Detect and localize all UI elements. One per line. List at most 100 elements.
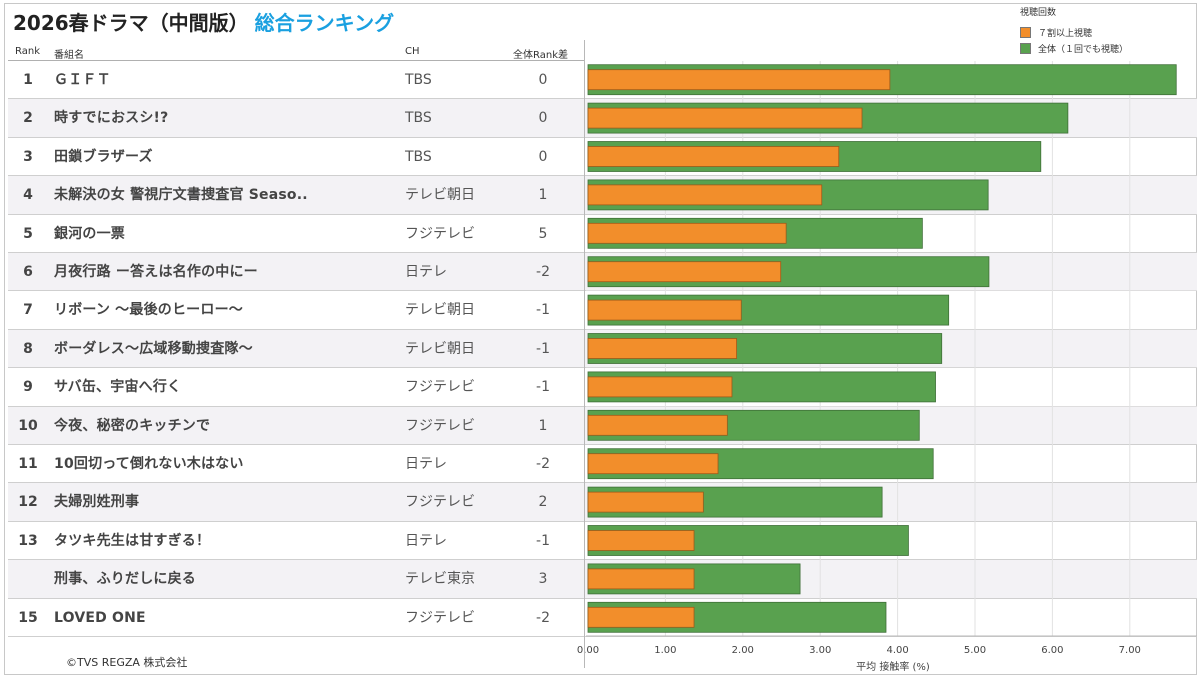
- title-cell: リボーン ～最後のヒーロー～: [54, 302, 243, 319]
- x-tick-label: 7.00: [1119, 645, 1141, 656]
- table-row: 9 サバ缶、宇宙へ行く フジテレビ -1: [8, 368, 1197, 406]
- rank-cell: 15: [18, 609, 38, 626]
- row-divider: [8, 597, 1197, 599]
- legend-swatch-orange: [1020, 26, 1031, 38]
- rank-diff-cell: 2: [538, 494, 548, 511]
- legend-label-70pct: ７割以上視聴: [1038, 28, 1093, 39]
- table-row: 3 田鎖ブラザーズ TBS 0: [8, 138, 1197, 176]
- table-row: 5 銀河の一票 フジテレビ 5: [8, 215, 1197, 253]
- rank-diff-cell: -1: [536, 532, 550, 549]
- row-divider: [8, 405, 1197, 407]
- legend: 視聴回数 ７割以上視聴 全体（１回でも視聴）: [1020, 5, 1128, 56]
- rank-diff-cell: 5: [538, 225, 548, 242]
- rank-diff-cell: -1: [536, 379, 550, 396]
- rank-cell: 12: [18, 494, 38, 511]
- rank-diff-cell: -2: [536, 609, 550, 626]
- channel-cell: テレビ朝日: [405, 302, 475, 319]
- table-row: 15 LOVED ONE フジテレビ -2: [8, 599, 1197, 637]
- title-cell: 田鎖ブラザーズ: [54, 148, 153, 165]
- chart-title: 2026春ドラマ（中間版） 総合ランキング: [13, 7, 394, 36]
- row-divider: [8, 559, 1197, 561]
- channel-cell: フジテレビ: [405, 379, 475, 396]
- row-divider: [8, 213, 1197, 215]
- header-rank: Rank: [15, 46, 40, 57]
- title-cell: LOVED ONE: [54, 609, 146, 626]
- rank-cell: 7: [23, 302, 33, 319]
- header-name: 番組名: [54, 50, 84, 61]
- bar-70pct-viewers: [587, 568, 695, 590]
- rank-cell: 8: [23, 340, 33, 357]
- x-tick-label: 4.00: [886, 645, 908, 656]
- title-cell: 刑事、ふりだしに戻る: [54, 571, 196, 588]
- x-tick-label: 6.00: [1041, 645, 1063, 656]
- rank-cell: 5: [23, 225, 33, 242]
- row-divider: [8, 252, 1197, 253]
- bar-70pct-viewers: [587, 338, 738, 359]
- bar-70pct-viewers: [587, 491, 704, 513]
- bar-70pct-viewers: [587, 530, 695, 551]
- channel-cell: 日テレ: [405, 532, 447, 549]
- title-cell: 時すでにおスシ!?: [54, 110, 169, 127]
- title-cell: サバ缶、宇宙へ行く: [54, 379, 182, 396]
- row-divider: [8, 367, 1197, 369]
- channel-cell: フジテレビ: [405, 494, 475, 511]
- row-divider: [8, 444, 1197, 445]
- channel-cell: テレビ朝日: [405, 340, 475, 357]
- rank-diff-cell: 3: [538, 571, 548, 588]
- title-cell: 未解決の女 警視庁文書捜査官 Seaso..: [54, 187, 308, 204]
- legend-label-all: 全体（１回でも視聴）: [1038, 44, 1129, 55]
- bar-70pct-viewers: [587, 261, 782, 283]
- legend-title: 視聴回数: [1020, 8, 1057, 18]
- row-divider: [8, 482, 1197, 484]
- row-divider: [8, 98, 1197, 100]
- title-cell: 月夜行路 ー答えは名作の中にー: [54, 264, 258, 280]
- rank-diff-cell: 1: [538, 187, 548, 204]
- channel-cell: 日テレ: [405, 456, 447, 472]
- header-divider: [8, 60, 584, 61]
- bar-70pct-viewers: [587, 146, 840, 167]
- legend-item-70pct: ７割以上視聴: [1020, 24, 1128, 40]
- channel-cell: フジテレビ: [405, 609, 475, 626]
- channel-cell: 日テレ: [405, 264, 447, 280]
- title-cell: 銀河の一票: [54, 225, 125, 242]
- rank-diff-cell: 0: [538, 148, 548, 165]
- rank-diff-cell: 0: [538, 72, 548, 88]
- rank-cell: 1: [23, 72, 33, 88]
- table-row: 7 リボーン ～最後のヒーロー～ テレビ朝日 -1: [8, 291, 1197, 329]
- channel-cell: TBS: [405, 148, 432, 165]
- row-divider: [8, 520, 1197, 522]
- bar-70pct-viewers: [587, 414, 728, 436]
- rank-diff-cell: -1: [536, 340, 550, 357]
- rank-cell: 6: [23, 264, 33, 280]
- title-cell: 10回切って倒れない木はない: [54, 456, 244, 472]
- rank-cell: 13: [18, 532, 38, 549]
- row-divider: [8, 175, 1197, 177]
- table-row: 1 ＧＩＦＴ TBS 0: [8, 61, 1197, 99]
- rank-diff-cell: -2: [536, 264, 550, 280]
- channel-cell: フジテレビ: [405, 417, 475, 434]
- channel-cell: TBS: [405, 110, 432, 127]
- x-tick-label: 5.00: [964, 645, 986, 656]
- channel-cell: テレビ東京: [405, 571, 475, 588]
- x-tick-label: 3.00: [809, 645, 831, 656]
- title-cell: 夫婦別姓刑事: [54, 494, 140, 511]
- rank-cell: 3: [23, 148, 33, 165]
- rank-cell: 4: [23, 187, 33, 204]
- bar-70pct-viewers: [587, 107, 863, 129]
- bar-70pct-viewers: [587, 184, 823, 206]
- rank-diff-cell: -2: [536, 456, 550, 472]
- x-tick-label: 0.00: [577, 645, 599, 656]
- legend-swatch-green: [1020, 42, 1031, 54]
- rank-diff-cell: 1: [538, 417, 548, 434]
- bar-70pct-viewers: [587, 453, 719, 475]
- legend-item-all: 全体（１回でも視聴）: [1020, 40, 1128, 56]
- rank-diff-cell: 0: [538, 110, 548, 127]
- header-diff: 全体Rank差: [513, 50, 568, 61]
- x-axis-label: 平均 接触率 (%): [856, 660, 930, 673]
- rank-cell: 9: [23, 379, 33, 396]
- row-divider: [8, 328, 1197, 330]
- bar-70pct-viewers: [587, 376, 733, 398]
- rank-cell: 10: [18, 417, 38, 434]
- title-cell: 今夜、秘密のキッチンで: [54, 417, 211, 434]
